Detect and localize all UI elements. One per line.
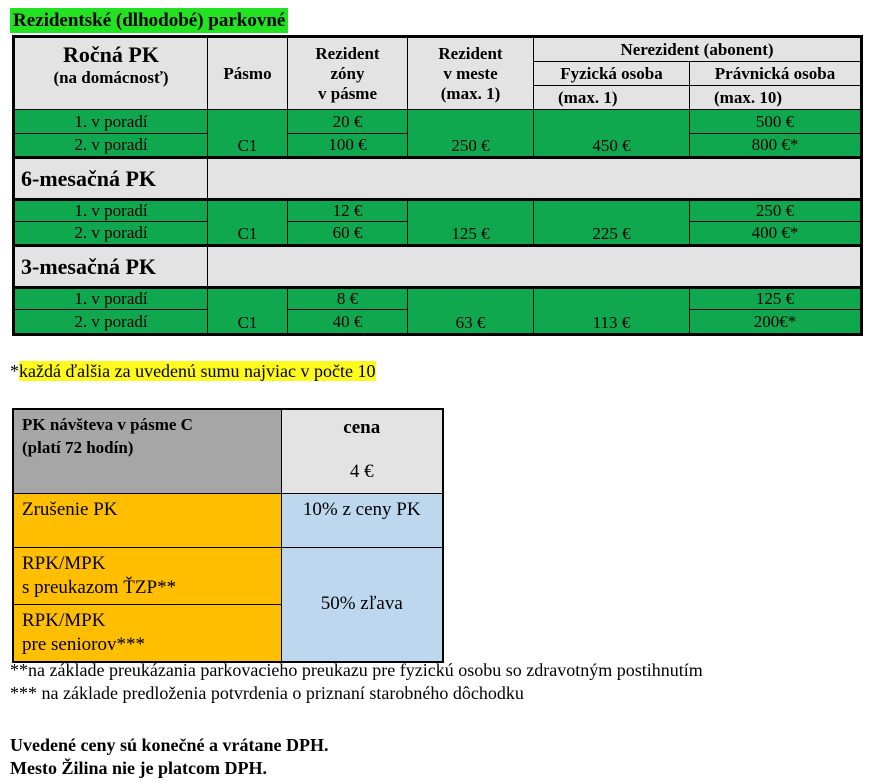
discount-value: 50% zľava [280,546,444,662]
table-row: 1. v poradí C1 12 € 125 € 225 € 250 € [13,198,863,246]
visit-label-cell: PK návšteva v pásme C (platí 72 hodín) [12,408,282,494]
senior-label-cell: RPK/MPK pre seniorov*** [12,603,282,662]
annual-card-subtitle: (na domácnosť) [53,68,169,87]
price-cell: 225 € [533,198,690,246]
resident-zone-header: Rezident zóny v pásme [287,36,408,110]
order-label: 2. v poradí [13,309,208,335]
table-row: 2. v poradí 40 € 200€* [13,309,863,335]
ztp-label-cell: RPK/MPK s preukazom ŤZP** [12,546,282,605]
section-filler [207,156,863,200]
ztp-label-line2: s preukazom ŤZP** [22,576,177,598]
zone-cell: C1 [207,109,288,158]
senior-footnote: *** na základe predloženia potvrdenia o … [10,683,524,703]
section-filler [207,244,863,288]
price-cell: 20 € [287,109,408,134]
table-row: 1. v poradí C1 20 € 250 € 450 € 500 € [13,109,863,158]
order-label: 1. v poradí [13,198,208,222]
natural-person-max: (max. 1) [533,85,690,110]
section-header-row: 3-mesačná PK [13,244,863,288]
order-label: 1. v poradí [13,109,208,134]
table-header-row: Ročná PK (na domácnosť) Pásmo Rezident z… [13,36,863,110]
price-cell: 125 € [407,198,534,246]
price-cell: 250 € [407,109,534,158]
price-cell: 250 € [688,198,863,222]
table-row: RPK/MPK s preukazom ŤZP** 50% zľava [12,546,444,662]
price-cell: 113 € [533,286,690,335]
annual-card-title: Ročná PK [63,42,159,67]
annual-card-header: Ročná PK (na domácnosť) [13,36,208,110]
six-month-card-title: 6-mesačná PK [13,156,208,200]
vat-statement: Uvedené ceny sú konečné a vrátane DPH. [10,735,329,755]
cancel-value: 10% z ceny PK [280,492,444,548]
star-footnote-text: každá ďalšia za uvedenú sumu najviac v p… [19,361,376,381]
natural-person-header: Fyzická osoba [533,61,690,86]
ztp-label-line1: RPK/MPK [22,552,106,574]
price-cell: 12 € [287,198,408,222]
resident-zone-header-line2: zóny [330,63,365,83]
price-header: cena [343,417,381,438]
resident-city-header-line1: Rezident [438,43,503,63]
table-row: PK návšteva v pásme C (platí 72 hodín) c… [12,408,444,494]
price-cell: 450 € [533,109,690,158]
price-cell: 800 €* [688,133,863,158]
resident-city-header: Rezident v meste (max. 1) [407,36,534,110]
legal-person-max: (max. 10) [688,85,863,110]
visit-label-line1: PK návšteva v pásme C [22,415,193,434]
price-cell: 100 € [287,133,408,158]
legal-person-header: Právnická osoba [688,61,863,86]
resident-city-header-line2: v meste [443,63,498,83]
table-row: 2. v poradí 60 € 400 €* [13,221,863,246]
vat-payer-statement: Mesto Žilina nie je platcom DPH. [10,758,267,778]
price-cell: 60 € [287,221,408,246]
star-footnote-prefix: * [10,361,19,381]
visit-label-line2: (platí 72 hodín) [22,438,134,457]
table-row: Zrušenie PK 10% z ceny PK [12,492,444,548]
zone-cell: C1 [207,198,288,246]
price-cell: 500 € [688,109,863,134]
price-cell: 40 € [287,309,408,335]
senior-label-line1: RPK/MPK [22,609,106,631]
visit-price: 4 € [349,461,374,482]
zone-cell: C1 [207,286,288,335]
resident-zone-header-line3: v pásme [317,83,378,103]
senior-label-line2: pre seniorov*** [22,633,145,655]
visit-price-cell: cena 4 € [280,408,444,494]
price-cell: 125 € [688,286,863,310]
order-label: 2. v poradí [13,133,208,158]
star-footnote: *každá ďalšia za uvedenú sumu najviac v … [10,360,376,383]
page-title: Rezidentské (dlhodobé) parkovné [10,8,289,33]
section-header-row: 6-mesačná PK [13,156,863,200]
parking-price-table: Ročná PK (na domácnosť) Pásmo Rezident z… [12,35,864,336]
resident-zone-header-line1: Rezident [315,43,380,63]
price-cell: 200€* [688,309,863,335]
ztp-footnote: **na základe preukázania parkovacieho pr… [10,660,703,680]
table-row: RPK/MPK pre seniorov*** [12,603,443,662]
order-label: 1. v poradí [13,286,208,310]
table-row: 2. v poradí 100 € 800 €* [13,133,863,158]
nonresident-header: Nerezident (abonent) [532,36,863,62]
cancel-label: Zrušenie PK [12,492,282,548]
price-cell: 400 €* [688,221,863,246]
table-row: 1. v poradí C1 8 € 63 € 113 € 125 € [13,286,863,335]
zone-header: Pásmo [207,36,288,110]
price-cell: 63 € [407,286,534,335]
order-label: 2. v poradí [13,221,208,246]
price-cell: 8 € [287,286,408,310]
visit-price-table: PK návšteva v pásme C (platí 72 hodín) c… [12,408,444,663]
three-month-card-title: 3-mesačná PK [13,244,208,288]
resident-city-header-line3: (max. 1) [440,83,501,103]
